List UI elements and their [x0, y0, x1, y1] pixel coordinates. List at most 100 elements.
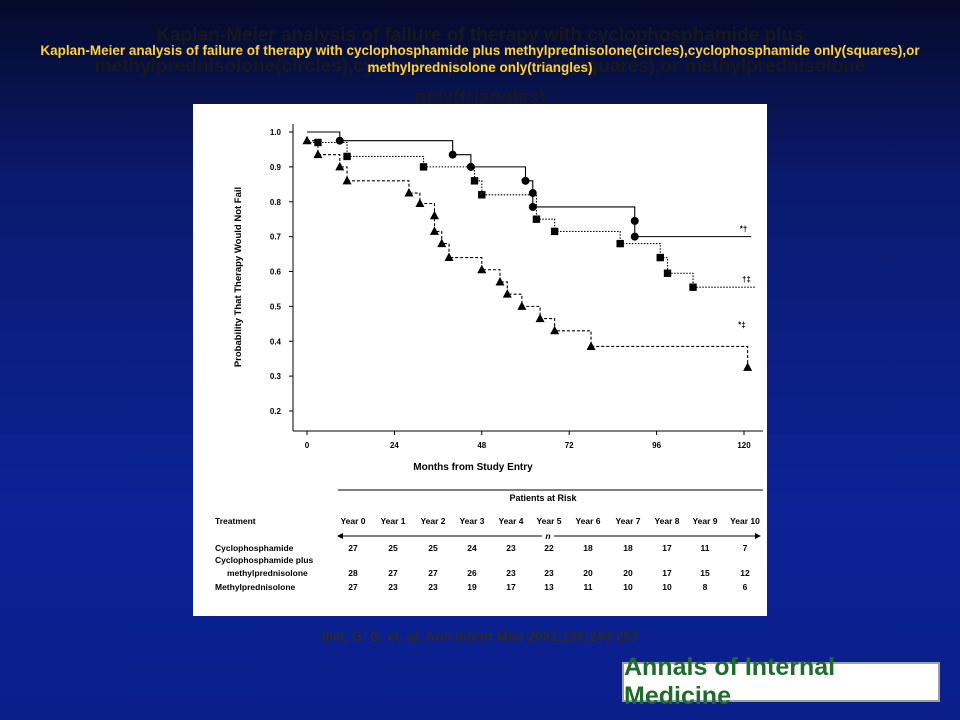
x-tick-label: 24 [390, 441, 399, 450]
risk-table-year-header: Year 2 [420, 516, 445, 526]
risk-table-cell: 17 [662, 568, 672, 578]
risk-table-cell: 18 [623, 543, 633, 553]
series-line-circle [307, 131, 752, 238]
circle-marker [528, 202, 537, 211]
triangle-marker [495, 276, 505, 286]
triangle-marker [313, 149, 323, 159]
square-marker [550, 227, 559, 236]
slide-title-shadow: Kaplan-Meier analysis of failure of ther… [94, 25, 866, 108]
risk-table-n-label: n [545, 531, 550, 541]
risk-table-cell: 15 [700, 568, 710, 578]
journal-logo: Annals of Internal Medicine [622, 653, 940, 710]
y-tick-label: 0.3 [270, 372, 282, 381]
risk-table-cell: 28 [348, 568, 358, 578]
triangle-marker [404, 188, 414, 197]
risk-table-year-header: Year 6 [575, 516, 600, 526]
x-tick-label: 0 [305, 441, 310, 450]
x-tick-label: 72 [565, 441, 574, 450]
square-marker [656, 253, 664, 262]
triangle-marker [429, 226, 439, 235]
slide-title: Kaplan-Meier analysis of failure of ther… [40, 43, 920, 75]
triangle-marker [415, 198, 425, 207]
risk-table-arrow-left [337, 533, 343, 539]
triangle-marker [437, 238, 447, 248]
risk-table-year-header: Year 5 [536, 516, 561, 526]
risk-table-cell: 10 [662, 582, 672, 592]
square-marker [478, 191, 486, 199]
square-marker [470, 177, 479, 185]
triangle-marker [517, 301, 527, 310]
citation: Illei, G. G. et. al. Ann Intern Med 2001… [321, 629, 639, 644]
risk-table-cell: 13 [544, 582, 554, 592]
risk-table-cell: 12 [740, 568, 750, 578]
risk-table-cell: 23 [544, 568, 554, 578]
series-line-square [307, 141, 755, 288]
risk-table-row-label: Cyclophosphamide plus [215, 555, 314, 565]
risk-table-cell: 11 [701, 543, 710, 553]
risk-table-cell: 7 [743, 543, 748, 553]
risk-table-cell: 11 [584, 582, 593, 592]
risk-table-cell: 27 [428, 568, 438, 578]
circle-marker [630, 232, 639, 241]
journal-logo-text: Annals of Internal Medicine [624, 653, 836, 710]
risk-table-cell: 23 [506, 543, 516, 553]
x-tick-label: 48 [477, 441, 486, 450]
risk-table-cell: 27 [348, 582, 358, 592]
risk-table-year-header: Year 8 [654, 516, 679, 526]
risk-table-cell: 23 [428, 582, 438, 592]
axes: 0.2 0.3 0.4 0.5 0.6 0.7 0.8 0.9 1.0 0 24 48 72 96 120 [270, 124, 763, 450]
x-tick-label: 96 [652, 441, 661, 450]
y-tick-label: 0.9 [270, 163, 282, 172]
triangle-marker [535, 313, 545, 323]
y-tick-label: 0.7 [270, 233, 282, 242]
risk-table-cell: 22 [544, 543, 554, 553]
risk-table-cell: 23 [388, 582, 398, 592]
risk-table-cell: 18 [583, 543, 593, 553]
triangle-marker [502, 289, 512, 298]
risk-table-year-header: Year 7 [615, 516, 640, 526]
risk-table-cell: 25 [428, 543, 438, 553]
y-tick-label: 0.6 [270, 268, 282, 277]
risk-table-cell: 27 [388, 568, 398, 578]
triangle-marker [444, 252, 454, 262]
circle-marker [528, 189, 537, 198]
y-tick-label: 0.2 [270, 407, 282, 416]
figure-panel: 0.2 0.3 0.4 0.5 0.6 0.7 0.8 0.9 1.0 0 24 48 72 96 120 … [193, 104, 767, 616]
circle-marker [335, 136, 344, 145]
circle-marker [630, 216, 639, 225]
risk-table-row-label: Cyclophosphamide [215, 543, 294, 553]
triangle-marker [302, 135, 312, 145]
risk-table-year-header: Year 0 [340, 516, 365, 526]
risk-table-cell: 23 [506, 568, 516, 578]
x-axis-label: Months from Study Entry [413, 462, 533, 473]
square-marker [689, 283, 697, 291]
risk-table-title: Patients at Risk [509, 493, 577, 503]
risk-table-cell: 24 [467, 543, 477, 553]
risk-table-n-bg [542, 530, 554, 541]
square-marker [616, 239, 624, 248]
triangle-marker [586, 341, 596, 350]
risk-table-cell: 10 [623, 582, 633, 592]
triangle-marker [550, 325, 560, 335]
risk-table-cell: 19 [467, 582, 477, 592]
risk-table-arrow-right [755, 533, 761, 539]
series-end-annotation: †‡ [742, 275, 751, 284]
risk-table-cell: 27 [348, 543, 358, 553]
risk-table-year-header: Year 1 [380, 516, 405, 526]
series-line-triangle [307, 140, 749, 368]
risk-table-year-header: Year 3 [459, 516, 484, 526]
risk-table: Patients at Risk Treatment Year 0 Year 1 Yea… [215, 489, 763, 592]
circle-marker [521, 176, 530, 185]
square-marker [419, 163, 428, 171]
risk-table-treatment-header: Treatment [215, 516, 256, 526]
square-marker [532, 215, 541, 223]
risk-table-cell: 17 [662, 543, 672, 553]
y-axis-label: Probability That Therapy Would Not Fail [233, 187, 244, 367]
y-tick-label: 0.5 [270, 302, 282, 311]
triangle-marker [335, 161, 345, 171]
kaplan-meier-chart: 0.20.30.40.50.60.70.80.91.00 24 48 72 96 120 … [215, 124, 763, 592]
risk-table-cell: 6 [743, 582, 748, 592]
risk-table-cell: 25 [388, 543, 398, 553]
risk-table-year-header: Year 4 [498, 516, 523, 526]
y-tick-label: 0.8 [270, 198, 282, 207]
